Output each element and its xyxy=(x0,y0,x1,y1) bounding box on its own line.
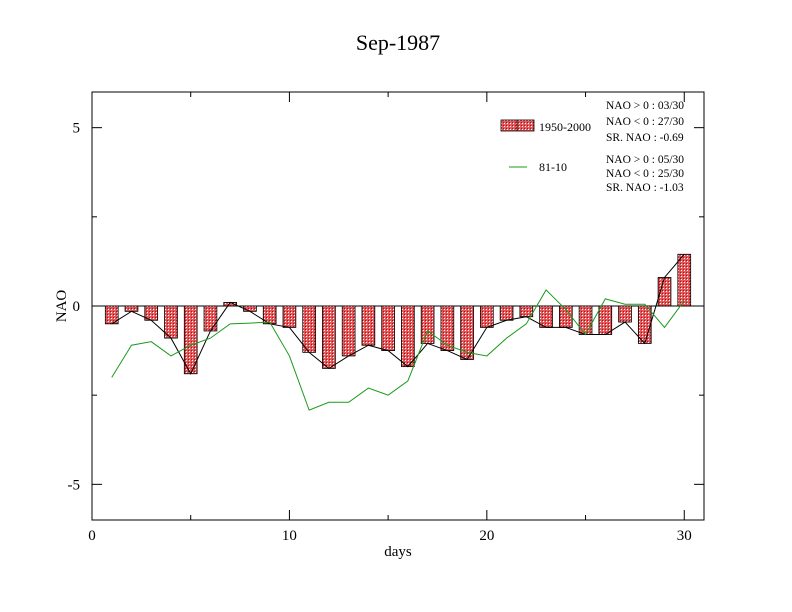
bar-day-15 xyxy=(381,305,395,351)
bar-day-6 xyxy=(203,305,218,332)
bar-day-2 xyxy=(124,305,139,312)
bar-day-21 xyxy=(499,305,514,321)
bar-day-28 xyxy=(637,305,652,344)
stat-8110-neg: NAO < 0 : 25/30 xyxy=(606,168,684,180)
stat-1950-neg: NAO < 0 : 27/30 xyxy=(606,116,684,128)
y-tick-label: 0 xyxy=(73,299,81,315)
legend-entry-81-10: 81-10 xyxy=(539,160,567,174)
series-1950-2000-line xyxy=(111,253,685,375)
legend-bar-swatch xyxy=(500,119,535,132)
bar-day-25 xyxy=(578,305,593,335)
stat-1950-pos: NAO > 0 : 03/30 xyxy=(606,100,684,112)
x-tick-label: 0 xyxy=(88,528,96,544)
x-tick-label: 10 xyxy=(282,528,297,544)
bar-day-18 xyxy=(440,305,455,351)
x-tick-label: 30 xyxy=(677,528,692,544)
y-tick-label: -5 xyxy=(68,477,81,493)
stat-8110-sr: SR. NAO : -1.03 xyxy=(606,182,684,194)
bar-day-17 xyxy=(420,305,435,344)
bar-day-30 xyxy=(677,253,692,307)
stat-8110-pos: NAO > 0 : 05/30 xyxy=(606,154,684,166)
x-tick-label: 20 xyxy=(479,528,494,544)
bar-day-16 xyxy=(401,305,415,368)
bar-day-13 xyxy=(341,305,356,357)
y-tick-label: 5 xyxy=(73,121,81,137)
bar-day-8 xyxy=(243,305,257,312)
bar-day-26 xyxy=(598,305,613,335)
bar-day-27 xyxy=(618,305,632,323)
chart-title: Sep-1987 xyxy=(356,30,440,55)
y-axis-label: NAO xyxy=(54,290,70,323)
bar-day-4 xyxy=(164,305,178,339)
x-axis-label: days xyxy=(384,544,412,560)
bar-day-14 xyxy=(361,305,376,346)
bar-day-11 xyxy=(302,305,316,353)
bar-day-22 xyxy=(519,305,534,318)
bar-day-23 xyxy=(539,305,553,328)
series-81-10-line xyxy=(111,289,685,411)
legend-entry-1950-2000: 1950-2000 xyxy=(539,120,591,134)
bar-day-10 xyxy=(282,305,297,328)
bar-day-12 xyxy=(322,305,336,369)
bar-day-20 xyxy=(480,305,494,328)
legend: 1950-2000 81-10 NAO > 0 : 03/30 NAO < 0 … xyxy=(500,100,684,194)
stat-1950-sr: SR. NAO : -0.69 xyxy=(606,132,684,144)
